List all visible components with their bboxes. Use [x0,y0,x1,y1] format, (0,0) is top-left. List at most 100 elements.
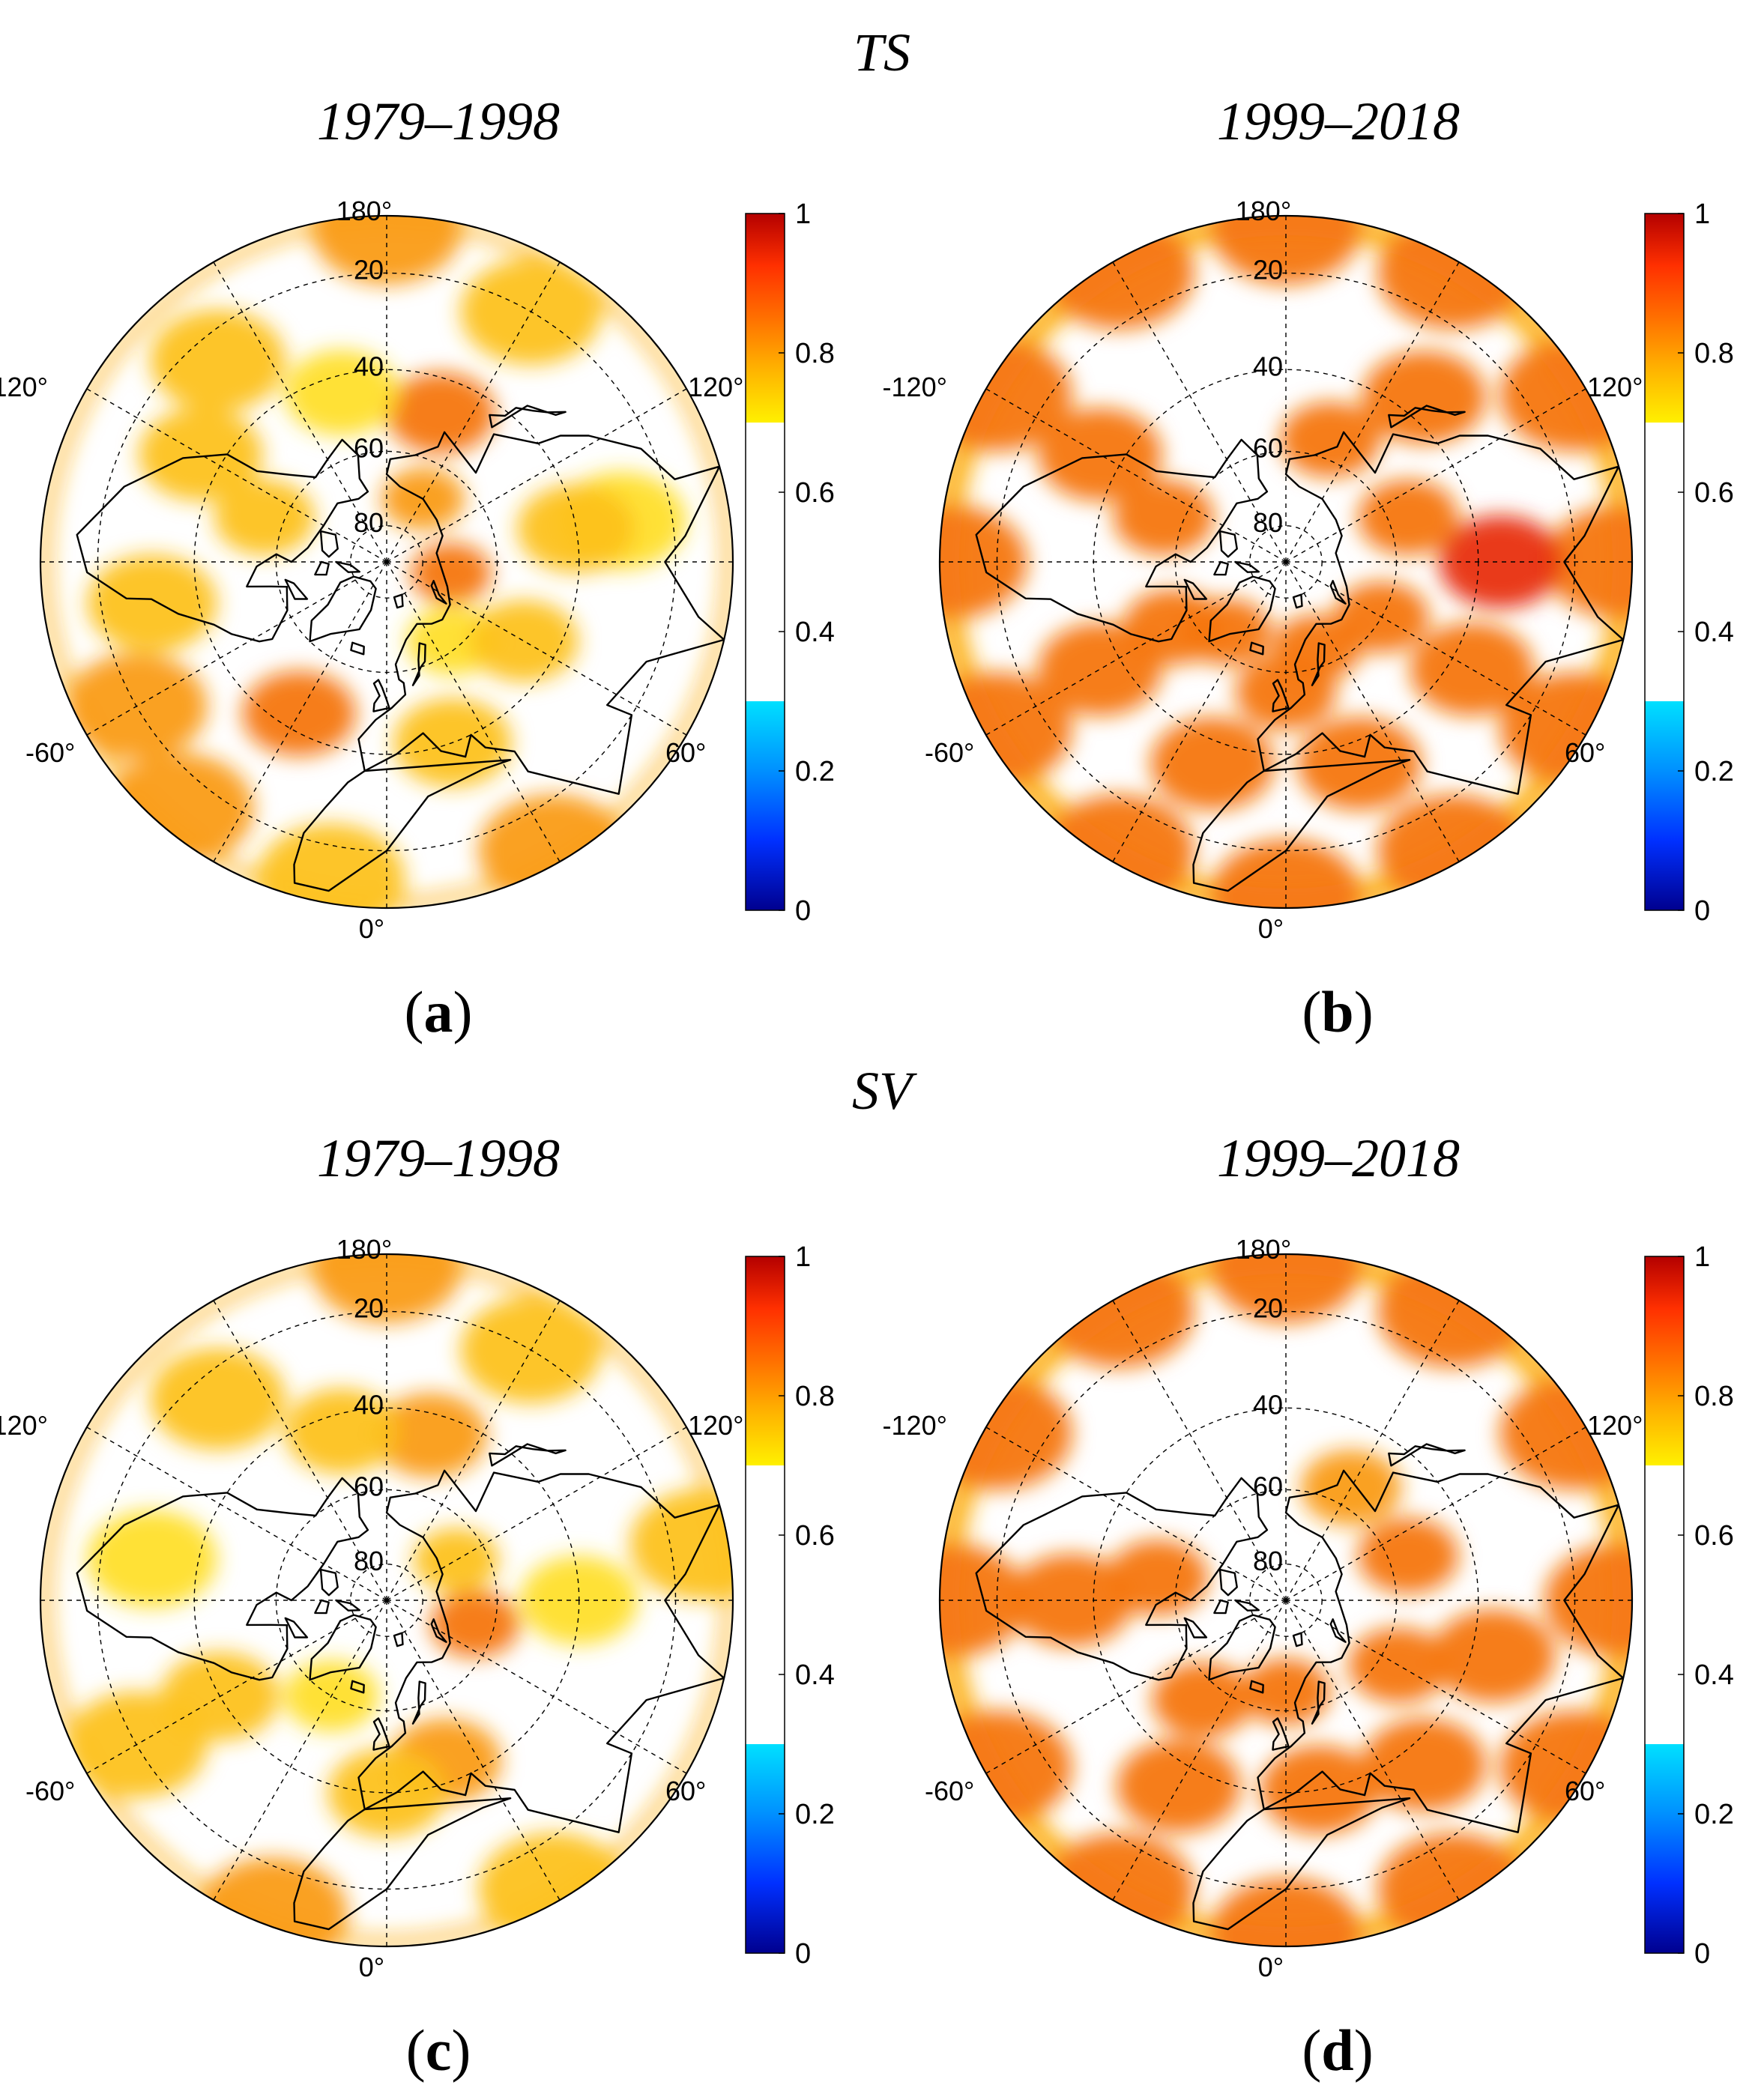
row-title-ts: TS [853,22,911,82]
colorbar-high-segment [746,214,785,423]
longitude-label: 180° [336,196,392,226]
colorbar-tick-label: 0.4 [1694,617,1734,648]
colorbar-tick-label: 0.6 [795,1520,835,1552]
latitude-label: 40 [1253,351,1283,381]
longitude-label: 0° [1258,913,1284,944]
longitude-label: 0° [359,1952,384,1982]
map-panel-b: 20 40 60 80 180° 120° 60° 0° -60° -120° [883,196,1643,944]
colorbar-frame [745,1256,785,1954]
latitude-label: 20 [354,1292,384,1323]
colorbar-c: 0 0.2 0.4 0.6 0.8 1 [745,1241,835,1970]
period-title-d: 1999–2018 [1217,1128,1460,1188]
graticule [940,1254,1632,1946]
latitude-label: 20 [1253,1292,1283,1323]
map-outline [39,1253,734,1948]
colorbar-d: 0 0.2 0.4 0.6 0.8 1 [1644,1241,1734,1970]
panel-label-b: (b) [1302,979,1374,1044]
map-outline [938,214,1634,910]
colorbar-low-segment [746,1744,785,1953]
colorbar-tick-label: 0 [1694,895,1710,927]
colorbar-tick-label: 0 [1694,1938,1710,1970]
colorbar-masked-segment [1645,423,1684,701]
colorbar-low-segment [1645,1744,1684,1953]
longitude-label: 60° [1565,737,1605,768]
colorbar-tick-label: 0.2 [795,756,835,787]
colorbar-low-segment [1645,701,1684,910]
latitude-label: 80 [354,1546,384,1576]
longitude-label: 0° [1258,1952,1284,1982]
row-title-sv: SV [852,1061,912,1121]
longitude-label: 0° [359,913,384,944]
map-panel-a: 20 40 60 80 180° 120° 60° 0° -60° -120° [0,196,743,944]
longitude-label: -60° [925,737,974,768]
colorbar-tick-label: 0.8 [795,1381,835,1412]
period-title-c: 1979–1998 [317,1128,560,1188]
colorbar-high-segment [1645,214,1684,423]
colorbar-low-segment [746,701,785,910]
latitude-label: 20 [1253,254,1283,285]
latitude-label: 60 [354,432,384,463]
longitude-label: 180° [336,1234,392,1265]
longitude-label: 120° [688,1410,743,1441]
colorbar-tick-label: 0.2 [795,1799,835,1830]
colorbar-tick-label: 0.6 [1694,477,1734,509]
coastlines [975,1443,1625,1931]
coastlines [76,405,725,892]
longitude-label: 180° [1236,196,1291,226]
colorbar-frame [1644,213,1685,911]
graticule [940,216,1632,908]
latitude-label: 80 [1253,1546,1283,1576]
colorbar-frame [1644,1256,1685,1954]
latitude-label: 80 [354,507,384,538]
longitude-label: -60° [25,737,75,768]
longitude-label: 60° [665,737,706,768]
map-panel-d: 20 40 60 80 180° 120° 60° 0° -60° -120° [883,1234,1643,1982]
longitude-label: -60° [25,1776,75,1806]
latitude-label: 60 [1253,1471,1283,1501]
longitude-label: -120° [0,1410,48,1441]
colorbar-tick-label: 1 [795,199,811,230]
colorbar-tick-label: 0.4 [795,617,835,648]
period-title-b: 1999–2018 [1217,91,1460,151]
colorbar-tick-label: 1 [1694,1241,1710,1273]
latitude-label: 80 [1253,507,1283,538]
colorbar-masked-segment [1645,1465,1684,1744]
longitude-label: -120° [883,1410,947,1441]
colorbar-tick-label: 0.8 [795,338,835,369]
colorbar-frame [745,213,785,911]
longitude-label: 180° [1236,1234,1291,1265]
colorbar-tick-label: 0.4 [795,1659,835,1691]
colorbar-high-segment [1645,1256,1684,1465]
colorbar-a: 0 0.2 0.4 0.6 0.8 1 [745,199,835,927]
longitude-label: 120° [1587,1410,1643,1441]
colorbar-tick-label: 0.6 [795,477,835,509]
map-outline [39,214,734,910]
graticule [40,216,733,908]
panel-label-d: (d) [1302,2018,1374,2083]
coastlines [975,405,1625,892]
longitude-label: -120° [0,372,48,402]
colorbar-tick-label: 0.2 [1694,756,1734,787]
map-outline [938,1253,1634,1948]
graticule [40,1254,733,1946]
coastlines [76,1443,725,1931]
colorbar-b: 0 0.2 0.4 0.6 0.8 1 [1644,199,1734,927]
colorbar-tick-label: 0.8 [1694,338,1734,369]
latitude-label: 40 [354,1389,384,1420]
longitude-label: 60° [1565,1776,1605,1806]
colorbar-tick-label: 0.6 [1694,1520,1734,1552]
latitude-label: 60 [354,1471,384,1501]
colorbar-masked-segment [746,1465,785,1744]
colorbar-tick-label: 0 [795,1938,811,1970]
colorbar-tick-label: 0.4 [1694,1659,1734,1691]
colorbar-tick-label: 0 [795,895,811,927]
colorbar-high-segment [746,1256,785,1465]
panel-label-c: (c) [405,2018,471,2083]
latitude-label: 40 [354,351,384,381]
longitude-label: 120° [1587,372,1643,402]
panel-label-a: (a) [404,979,473,1044]
map-panel-c: 20 40 60 80 180° 120° 60° 0° -60° -120° [0,1234,743,1982]
latitude-label: 40 [1253,1389,1283,1420]
latitude-label: 60 [1253,432,1283,463]
period-title-a: 1979–1998 [317,91,560,151]
